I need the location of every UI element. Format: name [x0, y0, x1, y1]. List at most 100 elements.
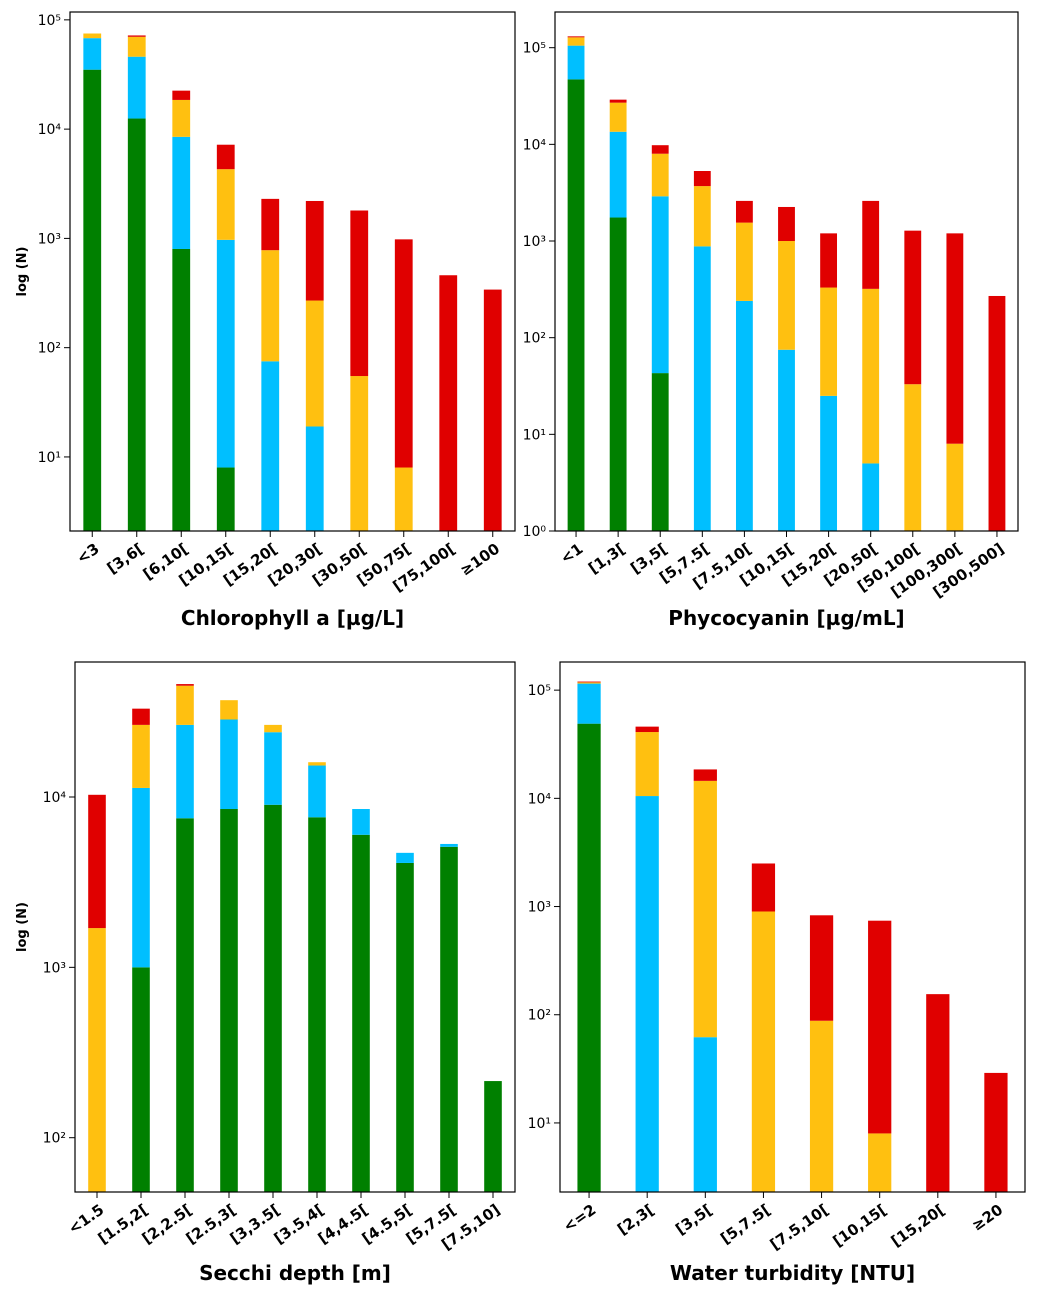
bar-segment: [264, 724, 282, 733]
x-axis-title: Water turbidity [NTU]: [670, 1261, 915, 1285]
y-tick-label: 10⁴: [528, 791, 552, 807]
bar-segment: [132, 967, 150, 1192]
y-tick-label: 10⁴: [523, 137, 547, 153]
bar-segment: [984, 1072, 1008, 1192]
bar-segment: [132, 787, 150, 968]
bar-segment: [305, 300, 324, 427]
bar-segment: [693, 780, 717, 1038]
bar-segment: [946, 443, 964, 531]
y-tick-label: 10¹: [38, 450, 61, 466]
bar-segment: [83, 33, 102, 39]
bar-segment: [735, 300, 753, 531]
x-axis-title: Chlorophyll a [µg/L]: [181, 606, 404, 630]
bar-segment: [440, 846, 458, 1192]
bar-segment: [305, 200, 324, 301]
y-tick-label: 10⁵: [523, 41, 546, 57]
bar-segment: [651, 373, 669, 531]
bar-segment: [132, 724, 150, 788]
bar-segment: [216, 239, 235, 468]
bar-segment: [651, 196, 669, 374]
x-tick-label: <=2: [560, 1201, 599, 1236]
y-tick-label: 10⁴: [38, 122, 62, 138]
bar-segment: [577, 683, 601, 724]
bar-segment: [88, 794, 106, 929]
x-tick-label: [7.5,10[: [767, 1201, 832, 1254]
bar-segment: [609, 217, 627, 531]
bar-segment: [693, 246, 711, 531]
bar-segment: [440, 843, 458, 847]
y-tick-label: 10¹: [528, 1116, 551, 1132]
y-tick-label: 10¹: [523, 427, 546, 443]
bar-segment: [609, 99, 627, 103]
bar-segment: [862, 288, 880, 464]
x-tick-label: <1: [557, 540, 586, 568]
chart: 10²10³10⁴<1.5[1.5,2[[2,2.5[[2.5,3[[3,3.5…: [15, 661, 516, 1285]
bar-segment: [176, 818, 194, 1192]
x-tick-label: [1.5,2[: [95, 1201, 152, 1248]
bar-segment: [651, 145, 669, 154]
bar-segment: [693, 769, 717, 781]
bar-segment: [308, 762, 326, 766]
bar-segment: [172, 90, 191, 100]
x-tick-label: [3,6[: [104, 540, 147, 578]
bar-segment: [809, 915, 834, 1021]
bar-segment: [261, 250, 280, 362]
bar-segment: [261, 198, 280, 251]
x-tick-label: ≥20: [969, 1201, 1007, 1235]
bar-segment: [308, 817, 326, 1192]
bar-segment: [127, 56, 146, 119]
plot-frame: [74, 661, 516, 1193]
plot-frame: [559, 661, 1026, 1193]
bar-segment: [264, 804, 282, 1192]
bar-segment: [904, 384, 922, 531]
x-tick-label: [2.5,3[: [183, 1201, 240, 1248]
bar-segment: [778, 206, 795, 242]
bar-segment: [751, 911, 776, 1192]
bar-segment: [609, 102, 627, 132]
bar-segment: [751, 863, 776, 912]
bar-segment: [172, 136, 191, 249]
x-tick-label: ≥100: [457, 540, 503, 580]
bar-segment: [220, 700, 238, 720]
bar-segment: [651, 153, 669, 197]
bar-segment: [350, 210, 369, 377]
bar-segment: [176, 685, 194, 725]
bar-segment: [127, 36, 146, 57]
chart: 10⁰10¹10²10³10⁴10⁵<1[1,3[[3,5[[5,7.5[[7.…: [523, 11, 1019, 630]
bar-segment: [439, 275, 458, 531]
x-tick-label: [10,15[: [830, 1201, 890, 1251]
bar-segment: [988, 295, 1006, 531]
x-tick-label: <3: [73, 540, 102, 568]
y-tick-label: 10³: [38, 231, 61, 247]
y-tick-label: 10²: [43, 1131, 66, 1147]
x-tick-label: [3,3.5[: [227, 1201, 284, 1248]
x-tick-label: [2,2.5[: [139, 1201, 196, 1248]
bar-segment: [176, 684, 194, 686]
bar-segment: [635, 732, 659, 797]
y-tick-label: 10²: [38, 341, 61, 357]
bar-segment: [394, 239, 413, 468]
plot-frame: [554, 11, 1019, 532]
bar-segment: [350, 376, 369, 531]
bar-segment: [868, 1133, 892, 1192]
x-tick-label: [5,7.5[: [717, 1201, 774, 1248]
x-axis-title: Secchi depth [m]: [199, 1261, 391, 1285]
bar-segment: [820, 395, 838, 531]
bar-segment: [352, 834, 370, 1192]
x-axis-title: Phycocyanin [µg/mL]: [668, 606, 904, 630]
bar-segment: [394, 467, 413, 531]
bar-segment: [220, 719, 238, 810]
y-tick-label: 10²: [523, 331, 546, 347]
bar-segment: [609, 131, 627, 218]
bar-segment: [216, 467, 235, 531]
y-tick-label: 10⁴: [43, 790, 67, 806]
bar-segment: [216, 144, 235, 170]
bar-segment: [483, 289, 502, 531]
bar-segment: [567, 79, 585, 531]
x-tick-label: [1,3[: [585, 540, 628, 578]
bar-segment: [132, 708, 150, 725]
y-tick-label: 10⁵: [38, 13, 61, 29]
bar-segment: [216, 169, 235, 240]
